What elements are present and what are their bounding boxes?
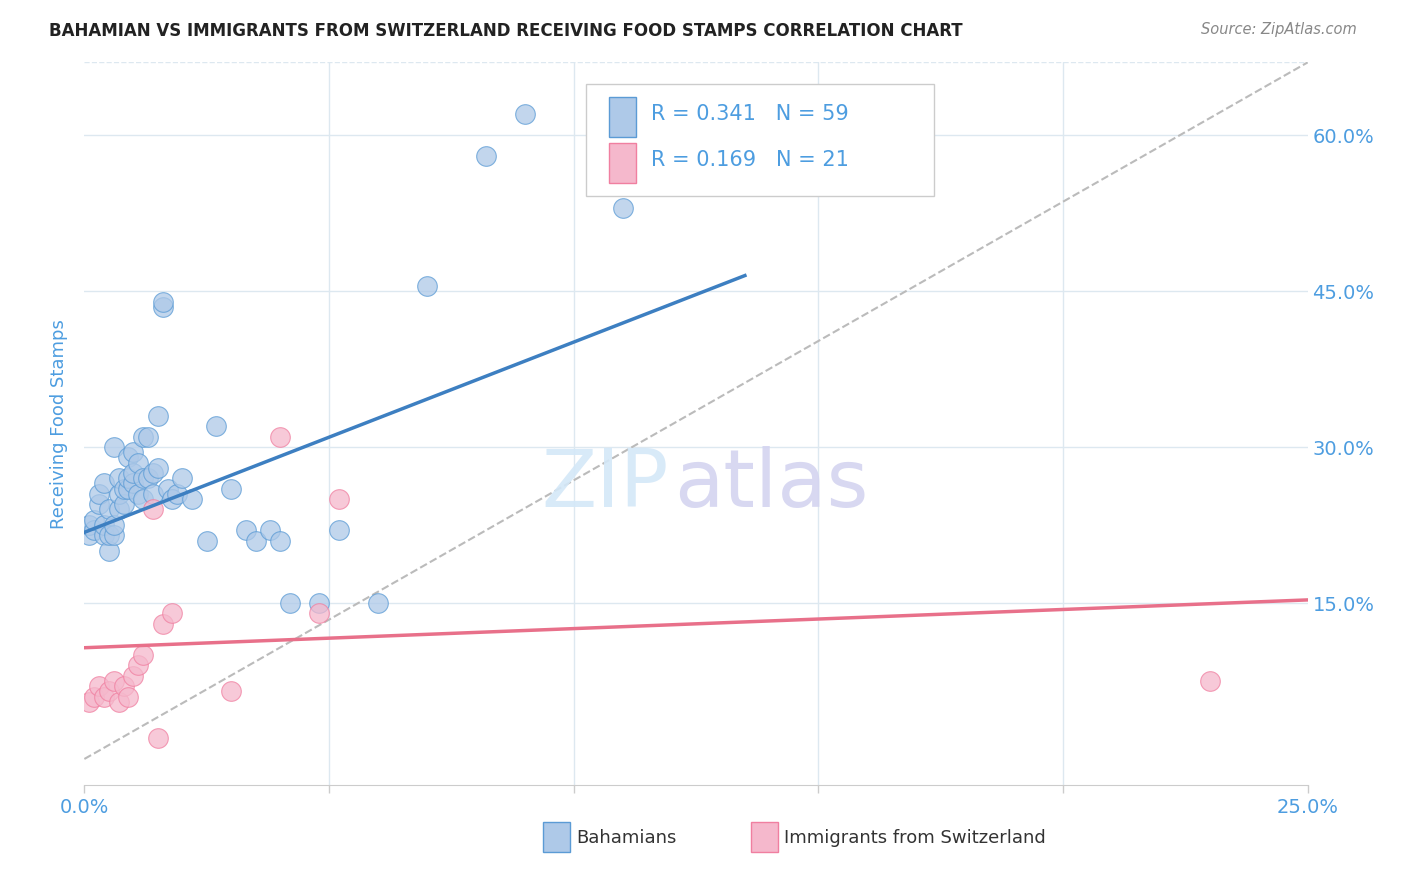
Point [77,528,100,542]
Point [132,648,155,662]
Point [103,673,125,688]
Point [83,513,105,527]
Point [195,533,218,548]
Point [219,684,242,698]
Point [117,450,139,465]
Point [416,279,439,293]
Point [269,533,291,548]
Point [308,607,330,621]
Point [127,456,149,470]
Point [146,731,169,746]
Point [162,491,184,506]
Point [127,658,149,673]
Point [259,523,281,537]
Point [132,491,155,506]
Point [146,409,169,423]
Point [122,476,145,491]
Point [136,471,159,485]
Point [122,466,145,480]
Point [245,533,267,548]
Point [152,294,174,309]
Point [205,419,228,434]
Bar [609,144,636,183]
Text: BAHAMIAN VS IMMIGRANTS FROM SWITZERLAND RECEIVING FOOD STAMPS CORRELATION CHART: BAHAMIAN VS IMMIGRANTS FROM SWITZERLAND … [49,22,963,40]
Point [107,487,129,501]
Text: R = 0.341   N = 59: R = 0.341 N = 59 [651,103,848,124]
Point [328,491,350,506]
Point [328,523,350,537]
Point [235,523,257,537]
Point [97,502,120,516]
Point [87,487,110,501]
Point [103,528,125,542]
Point [103,518,125,533]
Point [93,476,115,491]
Point [112,497,135,511]
Point [152,616,174,631]
Point [142,487,165,501]
Point [97,684,120,698]
Text: atlas: atlas [673,446,869,524]
Point [127,487,149,501]
Point [93,518,115,533]
Point [156,482,179,496]
Point [97,528,120,542]
Point [122,445,145,459]
Point [166,487,188,501]
Point [93,528,115,542]
Point [474,149,496,163]
Point [142,502,165,516]
Point [83,690,105,704]
Point [1198,673,1220,688]
Point [93,690,115,704]
Point [97,544,120,558]
Text: ZIP: ZIP [541,446,669,524]
Point [219,482,242,496]
FancyBboxPatch shape [586,84,935,196]
Point [107,471,129,485]
Bar [751,822,778,852]
Text: R = 0.169   N = 21: R = 0.169 N = 21 [651,150,849,169]
Point [117,482,139,496]
Point [612,201,634,215]
Point [146,461,169,475]
Point [162,607,184,621]
Text: Immigrants from Switzerland: Immigrants from Switzerland [785,829,1046,847]
Point [136,430,159,444]
Point [269,430,291,444]
Point [367,596,389,610]
Point [112,679,135,693]
Point [112,482,135,496]
Point [117,690,139,704]
Point [308,596,330,610]
Point [117,471,139,485]
Point [77,518,100,533]
Point [152,300,174,314]
Point [107,502,129,516]
Point [142,466,165,480]
Point [87,497,110,511]
Point [103,440,125,454]
Point [181,491,204,506]
Text: Bahamians: Bahamians [576,829,676,847]
Bar [609,97,636,136]
Point [122,669,145,683]
Y-axis label: Receiving Food Stamps: Receiving Food Stamps [51,318,69,529]
Point [513,107,536,121]
Point [107,695,129,709]
Text: Source: ZipAtlas.com: Source: ZipAtlas.com [1201,22,1357,37]
Point [83,523,105,537]
Bar [543,822,569,852]
Point [77,695,100,709]
Point [132,471,155,485]
Point [278,596,301,610]
Point [132,430,155,444]
Point [87,679,110,693]
Point [172,471,194,485]
